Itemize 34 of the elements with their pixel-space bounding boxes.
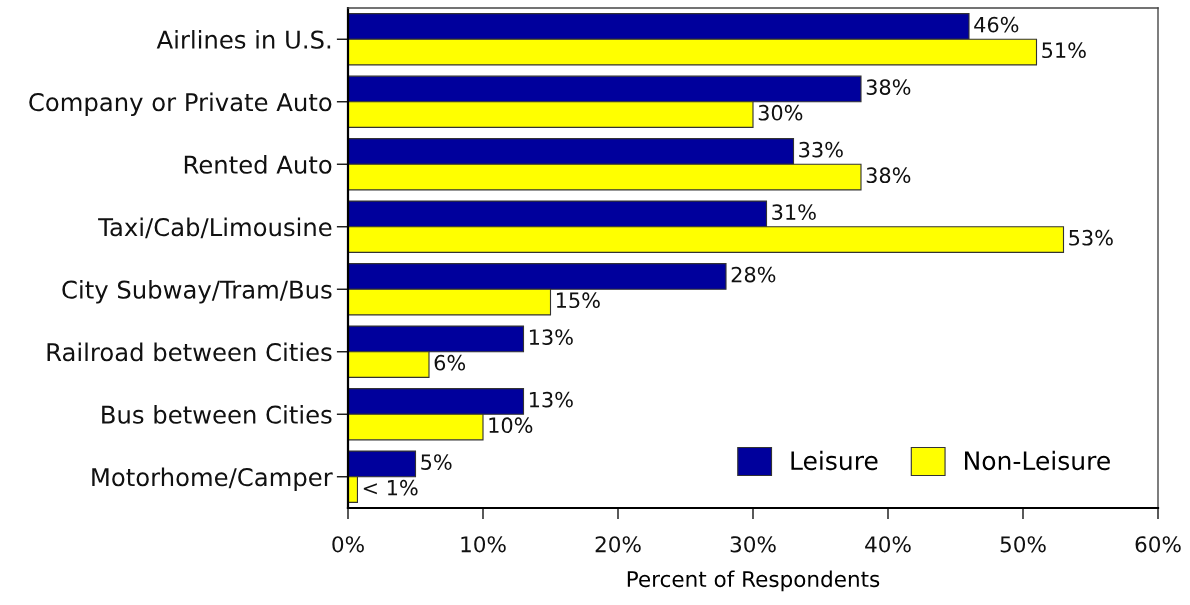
y-tick-label: Taxi/Cab/Limousine	[98, 217, 332, 239]
data-label: 38%	[866, 79, 911, 95]
data-label: 53%	[1069, 229, 1113, 246]
x-axis-title: Percent of Respondents	[627, 570, 880, 592]
x-tick-label: 40%	[865, 536, 911, 553]
data-label: 15%	[556, 292, 600, 309]
data-label: 13%	[529, 391, 573, 408]
legend-label: Leisure	[791, 450, 878, 471]
data-label: 38%	[866, 167, 911, 184]
y-tick-label: City Subway/Tram/Bus	[62, 280, 332, 304]
data-label: 6%	[434, 354, 466, 371]
data-label: 51%	[1042, 42, 1086, 59]
legend-label: Non-Leisure	[965, 450, 1110, 471]
data-label: 13%	[529, 329, 573, 345]
y-tick-label: Railroad between Cities	[47, 342, 332, 362]
x-tick-label: 10%	[461, 536, 506, 553]
y-tick-label: Rented Auto	[184, 155, 332, 174]
data-label: 28%	[731, 266, 776, 283]
data-label: 10%	[489, 417, 533, 434]
data-label: 33%	[799, 141, 843, 158]
data-label: 30%	[758, 104, 803, 121]
x-tick-label: 20%	[595, 536, 641, 553]
y-tick-label: Company or Private Auto	[29, 92, 332, 117]
y-tick-label: Airlines in U.S.	[156, 30, 331, 49]
x-tick-label: 60%	[1135, 536, 1181, 553]
data-label: 46%	[974, 16, 1019, 33]
x-tick-label: 50%	[1000, 536, 1046, 553]
x-tick-label: 0%	[332, 536, 364, 553]
y-tick-label: Motorhome/Camper	[92, 467, 333, 492]
y-tick-label: Bus between Cities	[102, 405, 332, 424]
data-label: 31%	[772, 204, 816, 220]
data-label: < 1%	[363, 479, 418, 496]
x-tick-label: 30%	[730, 536, 776, 553]
data-label: 5%	[421, 454, 452, 470]
